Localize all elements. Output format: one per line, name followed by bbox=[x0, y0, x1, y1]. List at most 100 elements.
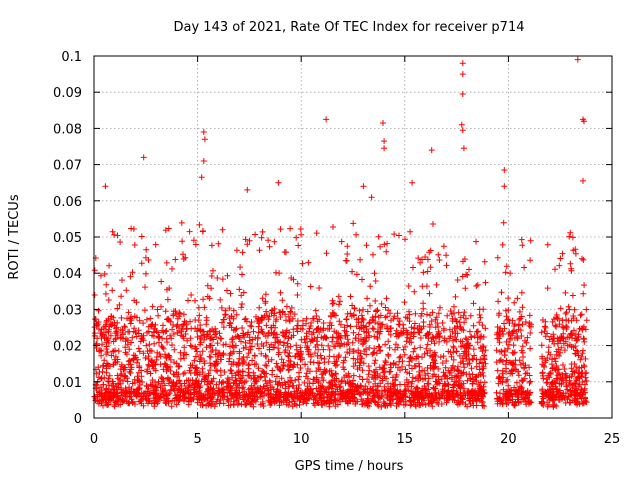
data-point bbox=[386, 369, 393, 375]
data-point bbox=[451, 310, 457, 316]
data-point bbox=[159, 344, 166, 351]
data-point bbox=[582, 394, 588, 401]
data-point bbox=[285, 378, 291, 385]
data-point bbox=[289, 403, 296, 410]
data-point bbox=[168, 335, 175, 342]
data-point bbox=[279, 329, 286, 335]
data-point bbox=[149, 377, 156, 384]
data-point bbox=[246, 237, 253, 244]
data-point bbox=[567, 260, 574, 267]
data-point bbox=[512, 387, 519, 393]
data-point bbox=[467, 342, 473, 349]
data-point bbox=[169, 342, 175, 348]
data-point bbox=[365, 328, 372, 335]
data-point bbox=[155, 378, 162, 385]
data-point bbox=[554, 372, 561, 379]
data-point bbox=[252, 398, 259, 405]
data-point bbox=[415, 360, 422, 367]
data-point bbox=[505, 399, 512, 406]
data-point bbox=[320, 377, 327, 384]
data-point bbox=[291, 311, 298, 318]
grid-lines bbox=[94, 56, 612, 418]
data-point bbox=[259, 295, 266, 302]
data-point bbox=[138, 373, 145, 380]
data-point bbox=[319, 383, 326, 390]
data-point bbox=[578, 354, 585, 360]
data-point bbox=[194, 328, 200, 335]
data-point bbox=[346, 394, 352, 401]
data-point bbox=[430, 363, 437, 370]
data-point bbox=[139, 379, 146, 385]
data-point bbox=[241, 359, 247, 366]
data-point bbox=[185, 398, 192, 405]
data-point bbox=[208, 285, 215, 292]
data-point bbox=[182, 385, 189, 392]
data-point bbox=[369, 325, 376, 332]
data-point bbox=[459, 91, 466, 97]
data-point bbox=[142, 354, 149, 361]
data-point bbox=[512, 321, 518, 328]
data-point bbox=[579, 400, 586, 407]
data-point bbox=[173, 323, 180, 330]
data-point bbox=[579, 369, 586, 376]
data-point bbox=[140, 154, 147, 161]
data-point bbox=[187, 386, 194, 393]
data-point bbox=[545, 394, 552, 401]
data-point bbox=[559, 317, 566, 324]
data-point bbox=[239, 271, 245, 278]
data-point bbox=[435, 330, 442, 337]
data-point bbox=[169, 326, 176, 333]
data-point bbox=[364, 295, 371, 302]
data-point bbox=[465, 351, 472, 358]
data-point bbox=[125, 358, 132, 365]
data-point bbox=[420, 300, 427, 307]
data-point bbox=[405, 387, 412, 394]
axis-ticks bbox=[93, 55, 613, 419]
data-point bbox=[290, 394, 297, 401]
data-point bbox=[326, 403, 333, 410]
data-point bbox=[143, 316, 150, 323]
data-point bbox=[138, 333, 145, 339]
data-point bbox=[193, 364, 200, 371]
data-point bbox=[501, 183, 508, 190]
data-point bbox=[387, 361, 394, 368]
data-point bbox=[318, 342, 325, 349]
data-point bbox=[189, 382, 196, 389]
data-point bbox=[368, 194, 375, 201]
data-point bbox=[106, 372, 113, 379]
data-point bbox=[443, 358, 450, 364]
data-point bbox=[353, 231, 360, 238]
data-point bbox=[471, 333, 478, 339]
data-point bbox=[106, 396, 113, 403]
data-point bbox=[503, 357, 510, 364]
data-point bbox=[111, 403, 118, 410]
data-point bbox=[288, 377, 295, 384]
data-point bbox=[422, 401, 429, 408]
data-point bbox=[544, 241, 551, 248]
data-point bbox=[182, 254, 189, 261]
data-point bbox=[171, 387, 178, 394]
data-point bbox=[275, 380, 282, 387]
data-point bbox=[285, 390, 292, 397]
data-point bbox=[287, 374, 293, 381]
data-point bbox=[239, 249, 246, 256]
data-point bbox=[198, 393, 205, 400]
data-point bbox=[542, 333, 549, 340]
data-point bbox=[457, 314, 464, 321]
data-point bbox=[363, 346, 369, 353]
data-point bbox=[259, 368, 266, 374]
data-point bbox=[506, 388, 513, 395]
data-point bbox=[371, 270, 378, 277]
data-point bbox=[350, 329, 357, 336]
data-point bbox=[480, 393, 486, 400]
data-point bbox=[297, 397, 304, 403]
data-point bbox=[391, 381, 398, 388]
data-point bbox=[440, 369, 447, 376]
data-point bbox=[563, 309, 570, 316]
data-point bbox=[494, 254, 501, 261]
data-point bbox=[228, 367, 235, 374]
data-point bbox=[551, 316, 557, 323]
data-point bbox=[102, 183, 109, 190]
data-point bbox=[160, 329, 167, 336]
data-point bbox=[459, 273, 466, 280]
